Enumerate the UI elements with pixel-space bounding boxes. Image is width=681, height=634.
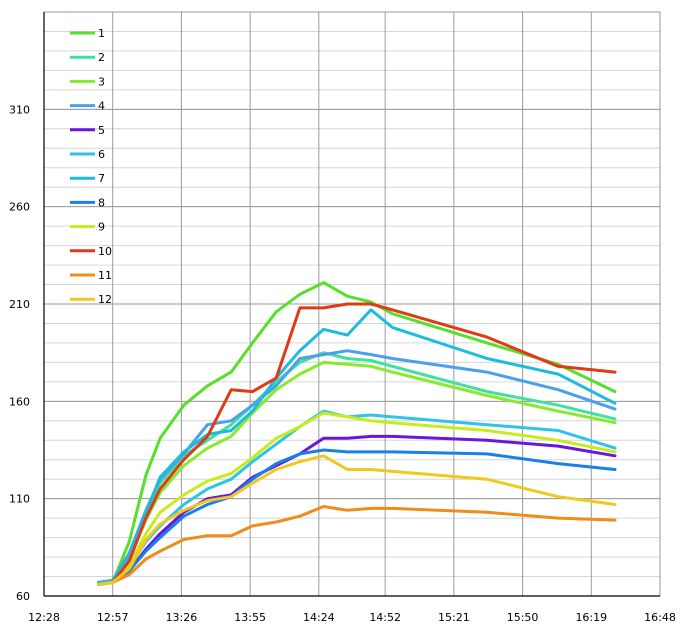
x-tick-label: 15:21	[438, 611, 470, 624]
grid-lines	[44, 12, 661, 596]
x-tick-label: 14:24	[303, 611, 335, 624]
legend-label-5: 5	[98, 124, 105, 137]
x-tick-label: 16:48	[644, 611, 676, 624]
legend-label-11: 11	[98, 269, 112, 282]
x-tick-label: 13:55	[234, 611, 266, 624]
x-tick-label: 14:52	[369, 611, 401, 624]
legend-label-1: 1	[98, 27, 105, 40]
y-tick-label: 60	[16, 590, 30, 603]
y-tick-label: 160	[9, 395, 30, 408]
series-line-10	[97, 302, 617, 586]
x-tick-label: 13:26	[166, 611, 198, 624]
series-line-7	[97, 308, 617, 584]
x-tick-label: 12:28	[28, 611, 60, 624]
legend-label-8: 8	[98, 196, 105, 209]
series-line-11	[97, 505, 617, 586]
legend-label-2: 2	[98, 51, 105, 64]
y-tick-label: 110	[9, 493, 30, 506]
legend-label-3: 3	[98, 75, 105, 88]
series-line-3	[97, 360, 617, 586]
series-line-12	[97, 454, 617, 586]
legend-label-12: 12	[98, 293, 112, 306]
legend-label-6: 6	[98, 148, 105, 161]
legend-label-4: 4	[98, 100, 105, 113]
x-tick-label: 12:57	[97, 611, 129, 624]
series-lines	[97, 281, 617, 586]
y-tick-label: 310	[9, 103, 30, 116]
x-tick-label: 15:50	[507, 611, 539, 624]
series-line-8	[97, 448, 617, 586]
legend-label-7: 7	[98, 172, 105, 185]
series-line-1	[97, 281, 617, 586]
series-line-9	[97, 411, 617, 586]
x-tick-label: 16:19	[575, 611, 607, 624]
legend-label-9: 9	[98, 221, 105, 234]
legend-label-10: 10	[98, 245, 112, 258]
y-tick-label: 210	[9, 298, 30, 311]
y-tick-label: 260	[9, 201, 30, 214]
